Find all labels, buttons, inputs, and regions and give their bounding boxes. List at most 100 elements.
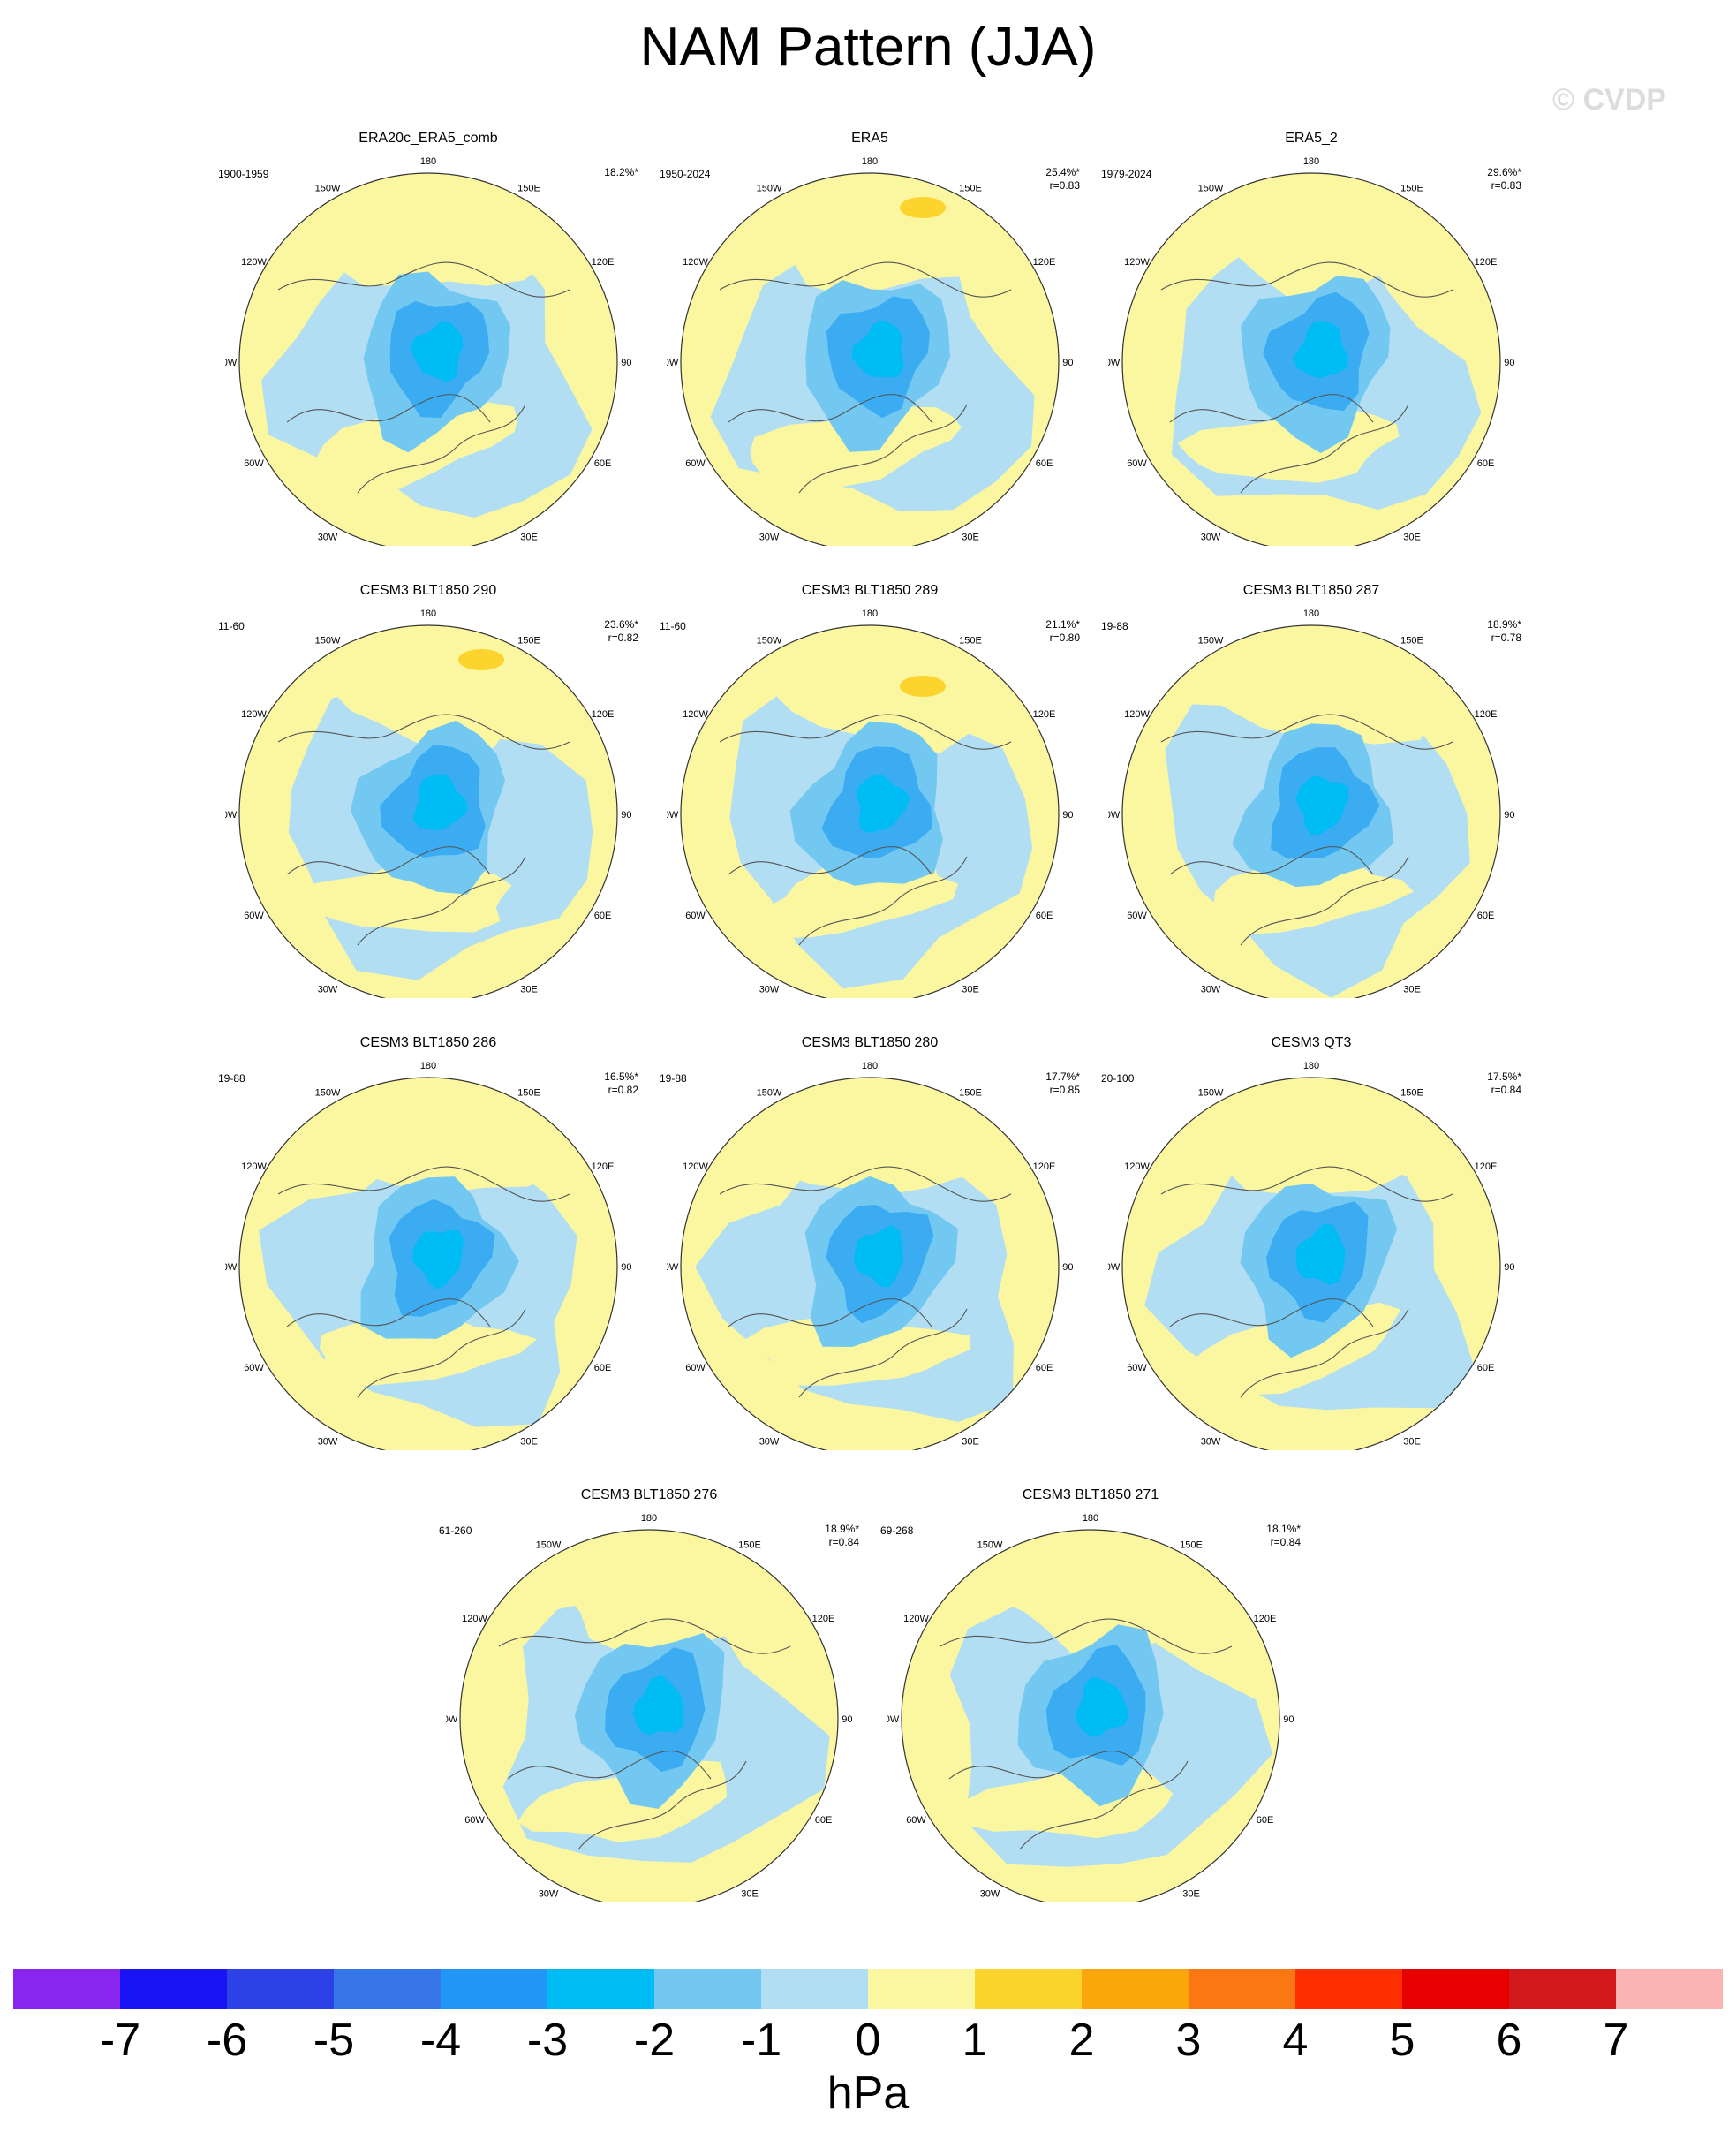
longitude-label: 30W	[539, 1889, 559, 1900]
pattern-correlation: r=0.82	[608, 632, 638, 644]
coastline	[277, 714, 570, 946]
positive-anomaly-spot	[900, 676, 946, 697]
positive-anomaly-arc	[745, 1315, 971, 1386]
negative-anomaly-core	[412, 1230, 464, 1290]
longitude-label: 90E	[1062, 358, 1073, 368]
longitude-label: 120E	[1475, 1161, 1498, 1172]
explained-variance: 23.6%*	[604, 618, 638, 631]
map-boundary	[680, 624, 1060, 998]
longitude-label: 120W	[903, 1614, 929, 1624]
longitude-label: 30E	[962, 533, 979, 543]
negative-anomaly-core	[857, 774, 910, 834]
polar-map: 180150E120E90E60E30E030W60W90W120W150W	[1108, 157, 1514, 546]
longitude-label: 30E	[1403, 1437, 1421, 1448]
longitude-label: 120E	[1033, 257, 1056, 268]
explained-variance: 21.1%*	[1045, 618, 1080, 631]
map-panel: CESM3 BLT1850 276 61-260 18.9%* r=0.84 180 15…	[439, 1487, 859, 1902]
colorbar-tick-label: 0	[855, 2015, 881, 2066]
positive-anomaly-lobe	[307, 1078, 563, 1192]
longitude-label: 120W	[1124, 257, 1150, 268]
panel-period: 69-268	[880, 1524, 914, 1537]
colorbar-tick-label: 2	[1068, 2015, 1095, 2066]
longitude-label: 90E	[621, 810, 631, 821]
longitude-label: 120E	[1254, 1614, 1277, 1624]
negative-anomaly-core	[633, 1675, 684, 1736]
colorbar-bin	[654, 1969, 762, 2009]
longitude-label: 120W	[683, 1161, 708, 1172]
colorbar-bin	[761, 1969, 869, 2009]
panel-stats: 21.1%* r=0.80	[1045, 618, 1080, 645]
polar-map: 180150E120E90E60E30E030W60W90W120W150W	[225, 609, 631, 998]
panel-title: CESM3 BLT1850 287	[1242, 583, 1380, 598]
longitude-label: 180	[862, 609, 878, 619]
panel-title: CESM3 BLT1850 286	[359, 1035, 497, 1050]
polar-map: 180150E120E90E60E30E030W60W90W120W150W	[1108, 1062, 1514, 1450]
pattern-correlation: r=0.84	[828, 1536, 859, 1548]
longitude-label: 30E	[520, 533, 538, 543]
colorbar-bin	[975, 1969, 1083, 2009]
positive-anomaly-lobe	[333, 173, 563, 286]
colorbar-tick-label: 3	[1175, 2015, 1202, 2066]
page-title: NAM Pattern (JJA)	[639, 17, 1097, 78]
longitude-label: 150E	[959, 636, 982, 647]
longitude-label: 120E	[1033, 709, 1056, 720]
longitude-label: 60E	[1477, 1363, 1495, 1373]
colorbar-tick-label: -7	[99, 2015, 141, 2066]
longitude-label: 30E	[520, 985, 538, 995]
explained-variance: 16.5%*	[604, 1070, 638, 1083]
panel-period: 19-88	[1101, 620, 1128, 632]
longitude-label: 90W	[225, 1262, 238, 1273]
longitude-label: 60E	[594, 1363, 612, 1373]
colorbar-tick-label: 4	[1282, 2015, 1309, 2066]
longitude-label: 150W	[315, 636, 341, 647]
pattern-correlation: r=0.80	[1049, 632, 1080, 644]
colorbar-bin	[334, 1969, 442, 2009]
longitude-label: 60E	[1477, 458, 1495, 469]
longitude-label: 180	[1303, 157, 1319, 167]
longitude-label: 150W	[977, 1540, 1003, 1551]
longitude-label: 120E	[592, 1161, 615, 1172]
polar-map: 180150E120E90E60E30E030W60W90W120W150W	[225, 157, 631, 546]
longitude-label: 90W	[667, 1262, 679, 1273]
colorbar-tick-label: 5	[1389, 2015, 1415, 2066]
map-panel: CESM3 BLT1850 271 69-268 18.1%* r=0.84 180 15…	[880, 1487, 1301, 1902]
positive-anomaly-lobe	[1211, 173, 1440, 301]
map-panel: ERA5 1950-2024 25.4%*r=0.83 180 150E 120E 90E 6…	[660, 131, 1080, 546]
map-boundary	[1121, 624, 1501, 998]
colorbar-bin	[1402, 1969, 1510, 2009]
longitude-label: 60W	[464, 1815, 485, 1826]
longitude-label: 120E	[592, 257, 615, 268]
panel-title: CESM3 BLT1850 280	[801, 1035, 939, 1050]
longitude-label: 180	[1303, 609, 1319, 619]
colorbar-tick-label: 1	[962, 2015, 988, 2066]
colorbar-bin	[868, 1969, 976, 2009]
map-boundary	[901, 1529, 1280, 1902]
coastline	[1160, 714, 1453, 946]
longitude-label: 90E	[1504, 810, 1514, 821]
longitude-label: 120W	[241, 709, 267, 720]
longitude-label: 90E	[1283, 1714, 1294, 1725]
map-panel: CESM3 BLT1850 290 11-60 23.6%* r=0.82 180 150…	[218, 583, 638, 998]
longitude-label: 30W	[759, 533, 780, 543]
panel-period: 1950-2024	[660, 168, 711, 180]
longitude-label: 60W	[244, 1363, 264, 1373]
map-panel: CESM3 BLT1850 280 19-88 17.7%* r=0.85 180 150…	[660, 1035, 1080, 1450]
colorbar-bin	[13, 1969, 121, 2009]
negative-anomaly-core	[851, 320, 904, 378]
longitude-label: 180	[862, 157, 878, 167]
longitude-label: 90E	[1062, 1262, 1073, 1273]
colorbar	[13, 1969, 1723, 2009]
coastline	[1160, 1166, 1453, 1398]
longitude-label: 180	[1083, 1514, 1098, 1524]
panel-title: CESM3 BLT1850 289	[801, 583, 939, 598]
longitude-label: 60E	[1477, 911, 1495, 921]
panel-stats: 23.6%* r=0.82	[604, 618, 638, 645]
longitude-label: 60E	[1036, 458, 1053, 469]
map-boundary	[1121, 1077, 1501, 1450]
longitude-label: 60W	[1127, 1363, 1147, 1373]
longitude-label: 60W	[685, 911, 706, 921]
panel-title: CESM3 QT3	[1271, 1035, 1352, 1050]
longitude-label: 180	[420, 1062, 436, 1071]
explained-variance: 25.4%*	[1045, 166, 1080, 178]
longitude-label: 60W	[906, 1815, 926, 1826]
